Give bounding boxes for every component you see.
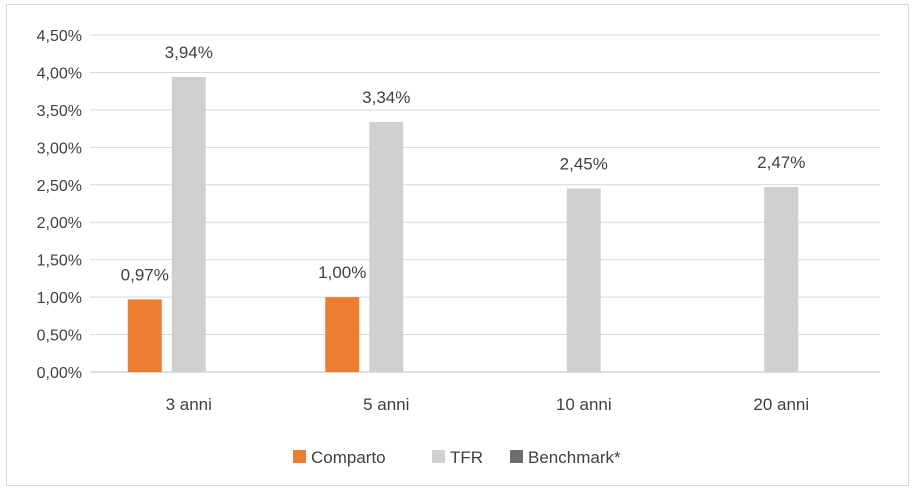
x-tick-label: 20 anni [753,395,809,414]
grid-lines [90,34,880,373]
legend-label: Comparto [311,448,386,467]
data-label: 2,47% [757,153,805,172]
legend-swatch [510,450,523,463]
bar-tfr-1 [369,121,404,372]
bar-tfr-2 [566,188,601,372]
bar-comparto-1 [325,297,360,372]
data-labels: 0,97% 3,94% 1,00% 3,34% 2,45% 2,47% [121,43,806,284]
bar-tfr-3 [764,187,799,372]
y-tick-label: 4,50% [37,28,82,45]
chart-frame [6,4,909,486]
bar-tfr-0 [171,76,206,372]
y-tick-label: 2,00% [37,215,82,232]
y-axis-ticks: 0,00% 0,50% 1,00% 1,50% 2,00% 2,50% 3,00% 3,50%… [37,28,82,382]
legend: Comparto TFR Benchmark* [293,448,621,467]
y-tick-label: 3,50% [37,103,82,120]
data-label: 1,00% [318,263,366,282]
data-label: 3,34% [362,88,410,107]
legend-label: Benchmark* [528,448,621,467]
data-label: 3,94% [165,43,213,62]
y-tick-label: 4,00% [37,65,82,82]
y-tick-label: 0,50% [37,328,82,345]
data-label: 0,97% [121,265,169,284]
data-label: 2,45% [560,155,608,174]
x-tick-label: 3 anni [166,395,212,414]
y-tick-label: 0,00% [37,365,82,382]
y-tick-label: 1,00% [37,290,82,307]
bars [127,76,799,372]
y-tick-label: 2,50% [37,178,82,195]
y-tick-label: 3,00% [37,140,82,157]
x-tick-label: 10 anni [556,395,612,414]
legend-swatch [293,450,306,463]
x-axis-ticks: 3 anni 5 anni 10 anni 20 anni [166,395,810,414]
y-tick-label: 1,50% [37,253,82,270]
x-tick-label: 5 anni [363,395,409,414]
bar-comparto-0 [127,299,162,372]
legend-swatch [432,450,445,463]
legend-label: TFR [450,448,483,467]
